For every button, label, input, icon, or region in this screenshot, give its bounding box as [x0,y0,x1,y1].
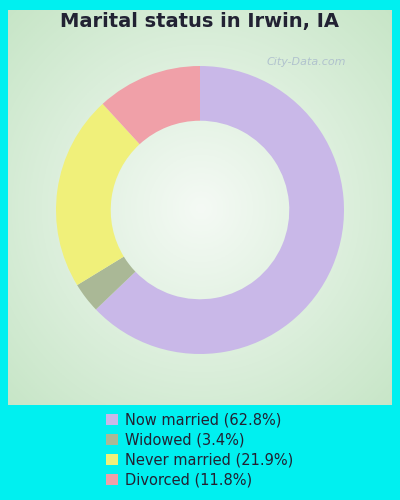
Text: Marital status in Irwin, IA: Marital status in Irwin, IA [60,12,340,32]
Legend: Now married (62.8%), Widowed (3.4%), Never married (21.9%), Divorced (11.8%): Now married (62.8%), Widowed (3.4%), Nev… [106,412,294,488]
Wedge shape [103,66,200,144]
Wedge shape [96,66,344,354]
Wedge shape [77,256,136,310]
Wedge shape [56,104,140,285]
Text: City-Data.com: City-Data.com [266,58,346,68]
